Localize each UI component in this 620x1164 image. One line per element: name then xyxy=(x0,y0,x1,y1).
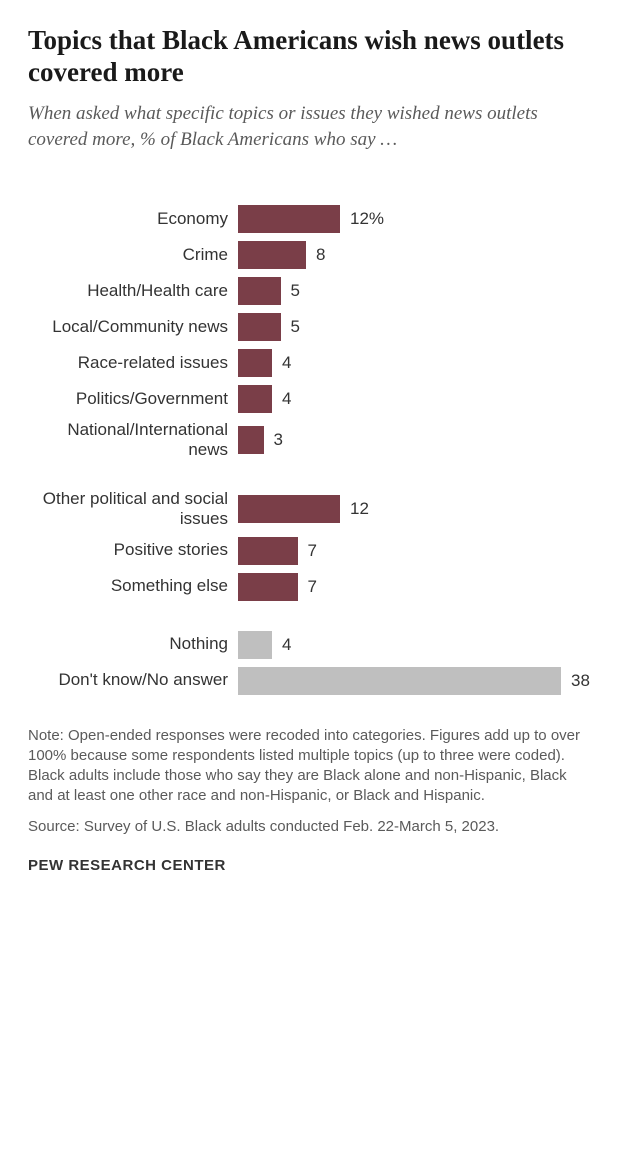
bar-value: 4 xyxy=(282,389,291,409)
bar-wrap: 5 xyxy=(238,277,592,305)
bar-wrap: 7 xyxy=(238,573,592,601)
bar xyxy=(238,426,264,454)
bar-chart: Economy12%Crime8Health/Health care5Local… xyxy=(28,204,592,696)
chart-row: Something else 7 xyxy=(28,572,592,602)
bar-wrap: 12% xyxy=(238,205,592,233)
chart-row: Don't know/No answer 38 xyxy=(28,666,592,696)
chart-row: Crime 8 xyxy=(28,240,592,270)
bar-value: 12 xyxy=(350,499,369,519)
chart-title: Topics that Black Americans wish news ou… xyxy=(28,24,592,89)
bar-label: Crime xyxy=(28,245,238,265)
bar-wrap: 4 xyxy=(238,349,592,377)
chart-row: Nothing 4 xyxy=(28,630,592,660)
bar-value: 5 xyxy=(291,281,300,301)
bar-wrap: 7 xyxy=(238,537,592,565)
bar-label: Economy xyxy=(28,209,238,229)
bar-label: Positive stories xyxy=(28,540,238,560)
chart-row: Health/Health care 5 xyxy=(28,276,592,306)
bar-wrap: 8 xyxy=(238,241,592,269)
bar xyxy=(238,631,272,659)
bar xyxy=(238,205,340,233)
bar-value: 38 xyxy=(571,671,590,691)
bar-label: National/International news xyxy=(28,420,238,461)
bar-value: 7 xyxy=(308,541,317,561)
bar-label: Other political and social issues xyxy=(28,489,238,530)
chart-note: Note: Open-ended responses were recoded … xyxy=(28,726,592,807)
bar-label: Nothing xyxy=(28,634,238,654)
bar-wrap: 38 xyxy=(238,667,592,695)
chart-group: Other political and social issues 12 Posit… xyxy=(28,489,592,602)
bar-label: Race-related issues xyxy=(28,353,238,373)
chart-subtitle: When asked what specific topics or issue… xyxy=(28,101,592,154)
bar-value: 5 xyxy=(291,317,300,337)
chart-source: Source: Survey of U.S. Black adults cond… xyxy=(28,817,592,837)
bar-wrap: 12 xyxy=(238,495,592,523)
bar-wrap: 3 xyxy=(238,426,592,454)
bar-wrap: 4 xyxy=(238,385,592,413)
bar xyxy=(238,495,340,523)
bar-value: 7 xyxy=(308,577,317,597)
bar-value: 12% xyxy=(350,209,384,229)
bar-value: 4 xyxy=(282,353,291,373)
chart-footer: PEW RESEARCH CENTER xyxy=(28,857,592,874)
chart-row: Positive stories 7 xyxy=(28,536,592,566)
bar-wrap: 4 xyxy=(238,631,592,659)
bar-value: 8 xyxy=(316,245,325,265)
bar xyxy=(238,277,281,305)
chart-row: Race-related issues 4 xyxy=(28,348,592,378)
bar-label: Don't know/No answer xyxy=(28,670,238,690)
bar xyxy=(238,241,306,269)
chart-row: National/International news 3 xyxy=(28,420,592,461)
bar-wrap: 5 xyxy=(238,313,592,341)
bar-label: Politics/Government xyxy=(28,389,238,409)
chart-row: Other political and social issues 12 xyxy=(28,489,592,530)
bar-label: Local/Community news xyxy=(28,317,238,337)
chart-group: Nothing 4 Don't know/No answer 38 xyxy=(28,630,592,696)
bar xyxy=(238,313,281,341)
bar-value: 3 xyxy=(274,430,283,450)
bar-label: Something else xyxy=(28,576,238,596)
bar xyxy=(238,667,561,695)
bar xyxy=(238,349,272,377)
chart-row: Economy 12% xyxy=(28,204,592,234)
bar-value: 4 xyxy=(282,635,291,655)
bar xyxy=(238,385,272,413)
chart-row: Politics/Government 4 xyxy=(28,384,592,414)
chart-group: Economy12%Crime8Health/Health care5Local… xyxy=(28,204,592,461)
bar xyxy=(238,573,298,601)
bar xyxy=(238,537,298,565)
chart-row: Local/Community news 5 xyxy=(28,312,592,342)
bar-label: Health/Health care xyxy=(28,281,238,301)
